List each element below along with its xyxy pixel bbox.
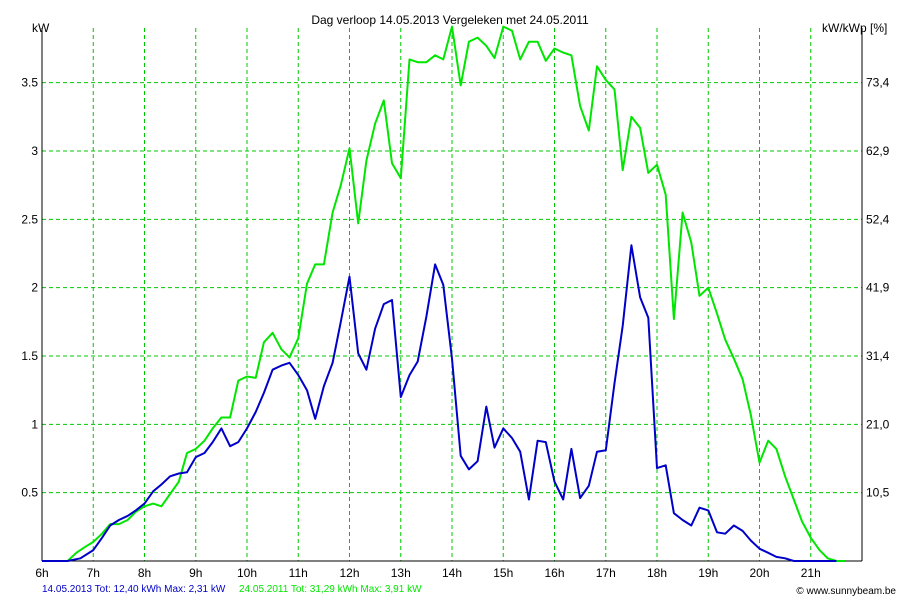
series-line-24-05-2011 xyxy=(42,25,846,562)
y-left-tick-label: 2 xyxy=(31,281,38,295)
y-left-tick-label: 2.5 xyxy=(21,212,38,226)
y-right-tick-label: 62,9 xyxy=(866,144,890,158)
y-right-tick-label: 31,4 xyxy=(866,349,890,363)
x-tick-label: 20h xyxy=(749,566,769,580)
footer-series-2011-summary: 24.05.2011 Tot: 31,29 kWh Max: 3,91 kW xyxy=(239,584,422,595)
axes xyxy=(41,28,863,562)
footer-site-credit: © www.sunnybeam.be xyxy=(796,586,896,597)
y-left-tick-label: 1.5 xyxy=(21,349,38,363)
y-right-tick-label: 52,4 xyxy=(866,212,890,226)
y-axis-left-label: kW xyxy=(32,21,50,35)
y-right-tick-label: 73,4 xyxy=(866,76,890,90)
footer-series-2013-summary: 14.05.2013 Tot: 12,40 kWh Max: 2,31 kW xyxy=(42,584,226,595)
x-tick-label: 19h xyxy=(698,566,718,580)
y-right-tick-label: 21,0 xyxy=(866,417,890,431)
y-right-tick-label: 10,5 xyxy=(866,486,890,500)
x-tick-label: 8h xyxy=(138,566,151,580)
y-left-tick-label: 3 xyxy=(31,144,38,158)
x-tick-label: 9h xyxy=(189,566,202,580)
series-lines xyxy=(42,25,846,562)
y-axis-right-label: kW/kWp [%] xyxy=(822,21,887,35)
x-tick-label: 18h xyxy=(647,566,667,580)
tick-labels: 6h 7h 8h 9h 10h 11h 12h 13h 14h 15h 16h 17h 18h 19h 20… xyxy=(21,76,889,580)
x-tick-label: 13h xyxy=(391,566,411,580)
x-tick-label: 7h xyxy=(87,566,100,580)
x-tick-label: 12h xyxy=(339,566,359,580)
chart-title: Dag verloop 14.05.2013 Vergeleken met 24… xyxy=(311,13,589,27)
y-right-tick-label: 41,9 xyxy=(866,281,890,295)
x-tick-label: 17h xyxy=(596,566,616,580)
x-tick-label: 6h xyxy=(35,566,48,580)
x-tick-label: 11h xyxy=(289,566,308,580)
x-tick-label: 15h xyxy=(493,566,513,580)
x-tick-label: 16h xyxy=(544,566,564,580)
y-left-tick-label: 3.5 xyxy=(21,76,38,90)
y-left-tick-label: 0.5 xyxy=(21,486,38,500)
x-tick-label: 10h xyxy=(237,566,257,580)
x-tick-label: 21h xyxy=(801,566,821,580)
series-line-14-05-2013 xyxy=(42,244,837,562)
x-tick-label: 14h xyxy=(442,566,462,580)
grid-lines xyxy=(42,28,862,561)
y-left-tick-label: 1 xyxy=(31,417,38,431)
